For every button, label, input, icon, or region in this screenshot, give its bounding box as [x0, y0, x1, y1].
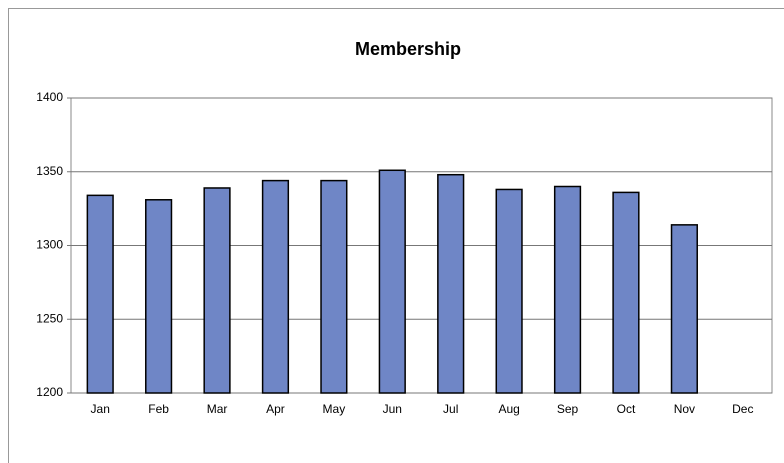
bar	[86, 194, 114, 394]
y-tick-label: 1250	[36, 311, 63, 325]
x-tick-label: Apr	[266, 402, 285, 416]
x-tick-label: Dec	[732, 402, 753, 416]
x-tick-label: Nov	[674, 402, 695, 416]
y-tick-label: 1200	[36, 385, 63, 399]
bar	[553, 185, 582, 394]
y-tick-label: 1300	[36, 238, 63, 252]
bar	[670, 224, 698, 394]
bar	[612, 191, 640, 394]
x-tick-label: Jan	[91, 402, 110, 416]
chart-title: Membership	[355, 39, 461, 59]
x-tick-label: Oct	[617, 402, 636, 416]
bar	[378, 169, 406, 394]
bar	[437, 173, 465, 394]
y-tick-label: 1350	[36, 164, 63, 178]
bar	[145, 199, 173, 394]
bar	[320, 179, 348, 394]
bar	[495, 188, 523, 394]
bar	[203, 187, 231, 394]
x-tick-label: Sep	[557, 402, 579, 416]
x-tick-label: May	[323, 402, 346, 416]
x-tick-label: Jun	[383, 402, 402, 416]
x-tick-label: Feb	[148, 402, 169, 416]
x-tick-label: Jul	[443, 402, 458, 416]
x-tick-label: Mar	[207, 402, 228, 416]
x-tick-label: Aug	[498, 402, 519, 416]
y-tick-label: 1400	[36, 90, 63, 104]
bar	[261, 179, 290, 394]
